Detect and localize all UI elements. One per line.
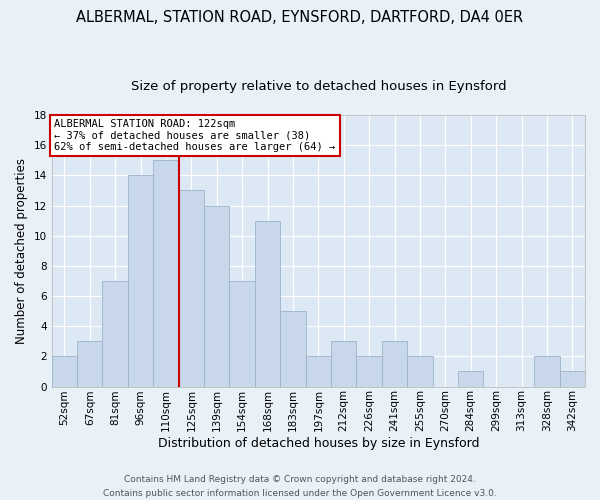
Bar [153, 160, 179, 386]
Bar [204, 206, 229, 386]
Bar [103, 281, 128, 386]
Bar [77, 342, 103, 386]
Bar [280, 311, 305, 386]
Bar [458, 372, 484, 386]
Bar [382, 342, 407, 386]
Bar [331, 342, 356, 386]
Bar [560, 372, 585, 386]
Bar [255, 220, 280, 386]
Bar [179, 190, 204, 386]
Bar [128, 176, 153, 386]
Text: Contains HM Land Registry data © Crown copyright and database right 2024.
Contai: Contains HM Land Registry data © Crown c… [103, 476, 497, 498]
Text: ALBERMAL STATION ROAD: 122sqm
← 37% of detached houses are smaller (38)
62% of s: ALBERMAL STATION ROAD: 122sqm ← 37% of d… [55, 119, 335, 152]
Bar [305, 356, 331, 386]
Bar [407, 356, 433, 386]
Bar [52, 356, 77, 386]
Bar [356, 356, 382, 386]
X-axis label: Distribution of detached houses by size in Eynsford: Distribution of detached houses by size … [158, 437, 479, 450]
Title: Size of property relative to detached houses in Eynsford: Size of property relative to detached ho… [131, 80, 506, 93]
Bar [229, 281, 255, 386]
Bar [534, 356, 560, 386]
Text: ALBERMAL, STATION ROAD, EYNSFORD, DARTFORD, DA4 0ER: ALBERMAL, STATION ROAD, EYNSFORD, DARTFO… [76, 10, 524, 25]
Y-axis label: Number of detached properties: Number of detached properties [15, 158, 28, 344]
